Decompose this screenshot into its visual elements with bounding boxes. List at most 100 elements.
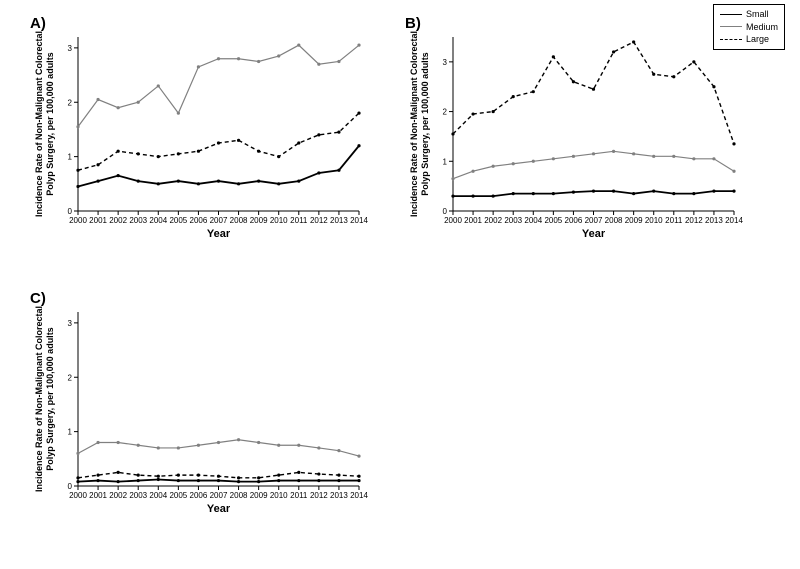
y-tick-label: 0 [68,482,73,491]
x-tick-label: 2009 [250,216,268,225]
series-marker-large [217,475,220,478]
series-marker-small [157,478,160,481]
series-line-medium [453,151,734,178]
series-marker-large [277,474,280,477]
series-marker-large [552,55,555,58]
x-tick-label: 2002 [109,216,127,225]
legend-label: Small [746,8,769,21]
x-tick-label: 2012 [310,491,328,500]
x-tick-label: 2014 [350,216,368,225]
x-tick-label: 2009 [250,491,268,500]
series-marker-small [337,169,340,172]
series-marker-large [117,471,120,474]
panel-B: B)01232000200120022003200420052006200720… [405,15,740,245]
y-tick-label: 1 [443,157,448,166]
x-tick-label: 2005 [169,216,187,225]
series-marker-large [96,474,99,477]
panel-label-A: A) [30,15,46,32]
series-marker-large [177,474,180,477]
x-tick-label: 2000 [444,216,462,225]
series-marker-large [297,141,300,144]
series-marker-small [76,185,79,188]
series-marker-medium [197,444,200,447]
series-marker-small [492,194,495,197]
series-marker-medium [96,441,99,444]
y-tick-label: 3 [68,44,73,53]
series-marker-medium [177,112,180,115]
x-tick-label: 2010 [270,216,288,225]
y-axis-label: Incidence Rate of Non-Malignant Colorect… [34,306,55,492]
series-marker-medium [672,155,675,158]
x-tick-label: 2006 [565,216,583,225]
series-marker-small [357,479,360,482]
series-marker-large [712,85,715,88]
series-marker-large [157,155,160,158]
panel-svg-B: 0123200020012002200320042005200620072008… [405,15,740,245]
x-axis-label: Year [207,228,231,240]
x-tick-label: 2007 [210,491,228,500]
series-marker-medium [76,125,79,128]
series-marker-medium [76,452,79,455]
series-marker-small [471,194,474,197]
series-marker-large [117,150,120,153]
series-marker-large [157,475,160,478]
x-tick-label: 2004 [149,491,167,500]
y-tick-label: 0 [443,207,448,216]
x-tick-label: 2008 [605,216,623,225]
series-marker-large [652,73,655,76]
series-marker-large [277,155,280,158]
x-tick-label: 2005 [169,491,187,500]
series-marker-small [117,174,120,177]
series-marker-small [317,479,320,482]
series-marker-medium [237,438,240,441]
series-marker-large [177,152,180,155]
series-marker-large [672,75,675,78]
series-marker-large [257,476,260,479]
x-tick-label: 2006 [190,491,208,500]
series-marker-medium [357,44,360,47]
series-marker-small [277,479,280,482]
series-marker-small [157,182,160,185]
series-marker-medium [257,60,260,63]
series-marker-medium [337,449,340,452]
y-tick-label: 2 [443,108,448,117]
series-marker-small [451,194,454,197]
x-tick-label: 2002 [109,491,127,500]
series-marker-small [96,479,99,482]
x-tick-label: 2000 [69,491,87,500]
series-marker-medium [532,160,535,163]
y-tick-label: 0 [68,207,73,216]
series-marker-medium [712,157,715,160]
series-marker-large [317,133,320,136]
series-marker-large [357,475,360,478]
series-marker-large [337,131,340,134]
panel-svg-A: 0123200020012002200320042005200620072008… [30,15,365,245]
series-marker-large [492,110,495,113]
x-tick-label: 2001 [89,491,107,500]
x-axis-label: Year [582,228,606,240]
series-marker-small [552,192,555,195]
series-marker-medium [732,170,735,173]
series-line-large [453,42,734,144]
series-marker-medium [117,106,120,109]
series-marker-large [632,40,635,43]
series-marker-medium [337,60,340,63]
series-marker-large [732,142,735,145]
series-marker-large [237,139,240,142]
x-tick-label: 2004 [149,216,167,225]
x-axis-label: Year [207,503,231,515]
series-marker-small [652,190,655,193]
x-tick-label: 2009 [625,216,643,225]
series-marker-small [592,190,595,193]
series-marker-small [532,192,535,195]
x-tick-label: 2007 [585,216,603,225]
panel-label-C: C) [30,290,46,307]
series-marker-small [257,179,260,182]
series-marker-large [297,471,300,474]
series-marker-medium [137,101,140,104]
series-marker-medium [552,157,555,160]
x-tick-label: 2005 [544,216,562,225]
series-marker-medium [96,98,99,101]
x-tick-label: 2003 [129,491,147,500]
series-marker-medium [217,441,220,444]
